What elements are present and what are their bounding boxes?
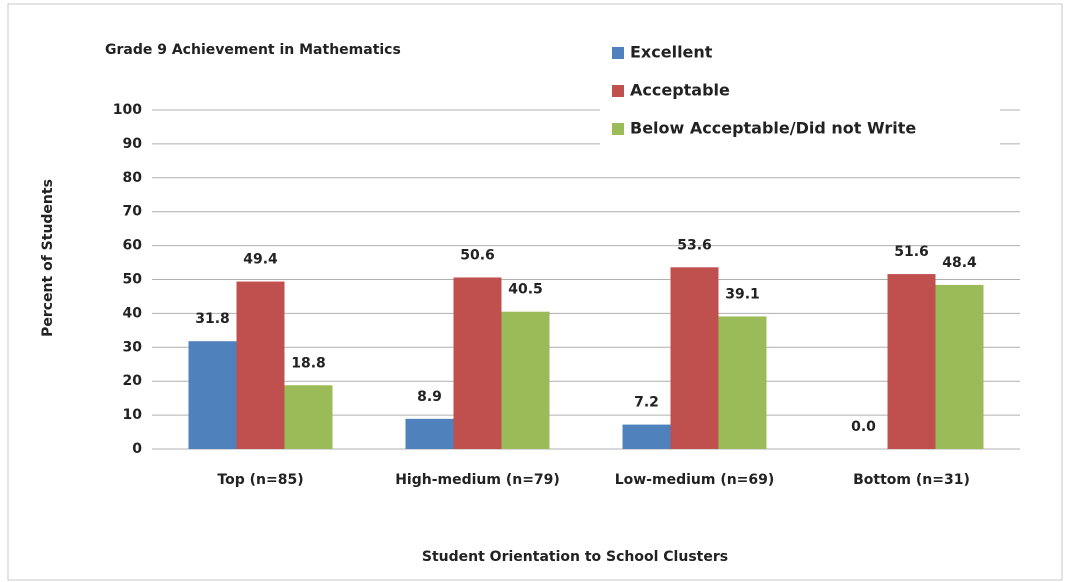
y-tick-label: 50	[123, 272, 143, 288]
bar	[405, 418, 454, 449]
y-tick-label: 20	[123, 373, 143, 389]
y-tick-label: 0	[132, 441, 142, 457]
bar	[501, 311, 550, 449]
data-label: 8.9	[417, 389, 442, 405]
bars	[188, 267, 984, 449]
bar	[622, 424, 671, 449]
bar	[236, 281, 285, 449]
x-tick-label: Low-medium (n=69)	[615, 472, 775, 488]
y-tick-label: 10	[123, 407, 143, 423]
y-tick-label: 100	[113, 102, 142, 118]
bar	[887, 274, 936, 449]
x-tick-label: High-medium (n=79)	[395, 472, 560, 488]
data-label: 53.6	[677, 237, 712, 253]
y-tick-label: 90	[123, 136, 143, 152]
legend-label: Below Acceptable/Did not Write	[630, 119, 916, 138]
data-label: 48.4	[942, 255, 977, 271]
data-label: 40.5	[508, 282, 543, 298]
legend-background	[600, 30, 1000, 150]
data-label: 31.8	[195, 311, 230, 327]
y-axis-title: Percent of Students	[40, 179, 56, 337]
data-label: 18.8	[291, 355, 326, 371]
data-label: 39.1	[725, 286, 760, 302]
bar	[935, 284, 984, 449]
legend-label: Excellent	[630, 43, 713, 62]
bar	[284, 385, 333, 449]
data-label: 50.6	[460, 247, 495, 263]
chart-title: Grade 9 Achievement in Mathematics	[105, 42, 401, 58]
legend-swatch	[612, 85, 624, 97]
data-label: 0.0	[851, 419, 876, 435]
bar	[670, 267, 719, 449]
x-tick-label: Top (n=85)	[217, 472, 303, 488]
data-label: 51.6	[894, 244, 929, 260]
bar	[718, 316, 767, 449]
bar	[188, 341, 237, 449]
legend-swatch	[612, 123, 624, 135]
x-axis-title: Student Orientation to School Clusters	[422, 549, 728, 565]
y-tick-label: 80	[123, 170, 143, 186]
y-tick-label: 40	[123, 305, 143, 321]
bar	[453, 277, 502, 449]
y-tick-label: 60	[123, 238, 143, 254]
data-label: 49.4	[243, 252, 278, 268]
data-label: 7.2	[634, 395, 659, 411]
legend-swatch	[612, 47, 624, 59]
y-tick-label: 30	[123, 339, 143, 355]
legend-label: Acceptable	[630, 81, 730, 100]
x-tick-label: Bottom (n=31)	[853, 472, 970, 488]
y-tick-label: 70	[123, 204, 143, 220]
